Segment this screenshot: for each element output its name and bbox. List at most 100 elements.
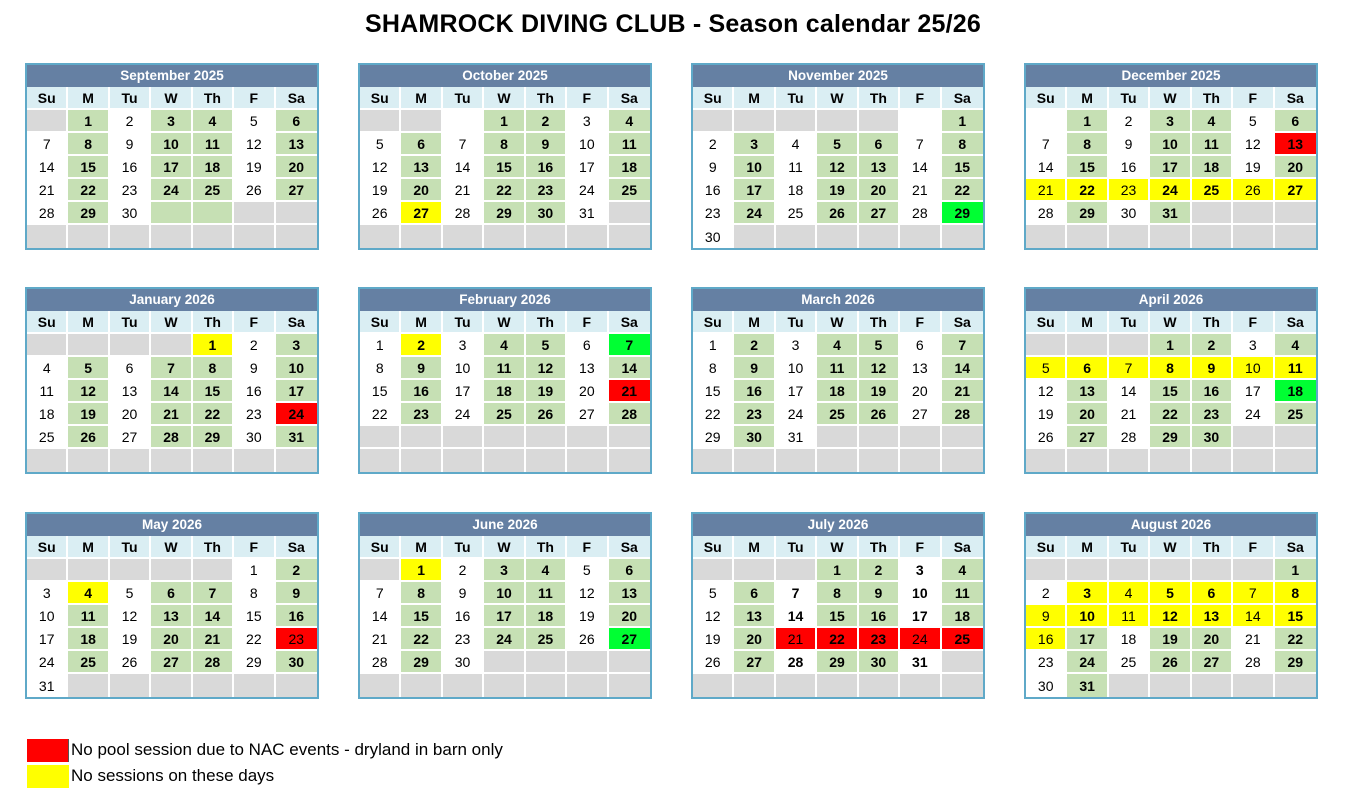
day-cell: 9 bbox=[1108, 133, 1151, 156]
empty-cell bbox=[68, 559, 110, 582]
empty-cell bbox=[775, 559, 818, 582]
empty-cell bbox=[608, 674, 650, 697]
day-cell: 30 bbox=[734, 426, 776, 449]
day-cell: 23 bbox=[275, 628, 317, 651]
day-cell: 29 bbox=[192, 426, 235, 449]
day-cell: 17 bbox=[734, 179, 776, 202]
day-cell: 18 bbox=[1274, 380, 1316, 403]
empty-cell bbox=[27, 559, 69, 582]
empty-cell bbox=[401, 449, 443, 472]
empty-cell bbox=[734, 110, 776, 133]
day-cell: 29 bbox=[401, 651, 443, 674]
day-cell: 9 bbox=[734, 357, 776, 380]
day-cell: 27 bbox=[734, 651, 776, 674]
legend-item-nac: No pool session due to NAC events - dryl… bbox=[27, 739, 587, 762]
day-cell: 22 bbox=[817, 628, 859, 651]
day-cell: 22 bbox=[234, 628, 276, 651]
day-cell: 24 bbox=[27, 651, 69, 674]
month-title: May 2026 bbox=[27, 514, 317, 536]
day-cell: 21 bbox=[900, 179, 942, 202]
day-cell: 7 bbox=[360, 582, 402, 605]
day-cell: 12 bbox=[1233, 133, 1275, 156]
day-cell: 3 bbox=[1150, 110, 1192, 133]
empty-cell bbox=[693, 674, 735, 697]
weekday-header: M bbox=[1067, 536, 1109, 559]
empty-cell bbox=[401, 426, 443, 449]
empty-cell bbox=[484, 449, 526, 472]
day-cell: 17 bbox=[900, 605, 942, 628]
day-cell: 14 bbox=[27, 156, 69, 179]
weekday-header: Th bbox=[1191, 87, 1234, 110]
day-cell: 23 bbox=[693, 202, 735, 225]
weekday-header: F bbox=[1233, 87, 1275, 110]
day-cell: 9 bbox=[1026, 605, 1068, 628]
weekday-header: F bbox=[1233, 536, 1275, 559]
empty-cell bbox=[1191, 559, 1234, 582]
empty-cell bbox=[151, 674, 193, 697]
day-cell: 5 bbox=[525, 334, 568, 357]
weekday-header: Su bbox=[1026, 87, 1068, 110]
day-cell: 16 bbox=[858, 605, 901, 628]
empty-cell bbox=[484, 674, 526, 697]
day-cell: 24 bbox=[775, 403, 818, 426]
day-cell: 29 bbox=[1274, 651, 1316, 674]
weekday-header: Su bbox=[1026, 311, 1068, 334]
empty-cell bbox=[1026, 334, 1068, 357]
empty-cell bbox=[1026, 559, 1068, 582]
day-cell: 18 bbox=[817, 380, 859, 403]
empty-cell bbox=[858, 426, 901, 449]
day-cell: 7 bbox=[151, 357, 193, 380]
day-cell: 28 bbox=[151, 426, 193, 449]
day-cell: 30 bbox=[234, 426, 276, 449]
weekday-header: W bbox=[1150, 87, 1192, 110]
weekday-header: M bbox=[734, 536, 776, 559]
day-cell: 20 bbox=[567, 380, 609, 403]
month-title: December 2025 bbox=[1026, 65, 1316, 87]
day-cell: 6 bbox=[401, 133, 443, 156]
day-cell: 26 bbox=[1026, 426, 1068, 449]
day-cell: 15 bbox=[1274, 605, 1316, 628]
legend-label: No sessions on these days bbox=[71, 766, 275, 785]
empty-cell bbox=[68, 334, 110, 357]
day-cell: 28 bbox=[360, 651, 402, 674]
day-cell: 2 bbox=[693, 133, 735, 156]
day-cell: 4 bbox=[484, 334, 526, 357]
day-cell: 23 bbox=[442, 628, 485, 651]
empty-cell bbox=[1067, 225, 1109, 248]
day-cell: 29 bbox=[693, 426, 735, 449]
weekday-header: W bbox=[151, 311, 193, 334]
day-cell: 14 bbox=[1108, 380, 1151, 403]
day-cell: 8 bbox=[360, 357, 402, 380]
empty-cell bbox=[1067, 334, 1109, 357]
day-cell: 25 bbox=[775, 202, 818, 225]
weekday-header: M bbox=[401, 87, 443, 110]
day-cell: 1 bbox=[693, 334, 735, 357]
day-cell: 19 bbox=[525, 380, 568, 403]
day-cell: 2 bbox=[525, 110, 568, 133]
day-cell: 5 bbox=[109, 582, 152, 605]
day-cell: 25 bbox=[27, 426, 69, 449]
day-cell: 25 bbox=[1191, 179, 1234, 202]
day-cell: 2 bbox=[401, 334, 443, 357]
empty-cell bbox=[525, 225, 568, 248]
day-cell: 25 bbox=[68, 651, 110, 674]
weekday-header: Th bbox=[1191, 536, 1234, 559]
weekday-header: Sa bbox=[275, 536, 317, 559]
day-cell: 26 bbox=[693, 651, 735, 674]
day-cell: 11 bbox=[1191, 133, 1234, 156]
day-cell: 19 bbox=[817, 179, 859, 202]
day-cell: 22 bbox=[693, 403, 735, 426]
day-cell: 8 bbox=[401, 582, 443, 605]
day-cell: 14 bbox=[775, 605, 818, 628]
day-cell: 24 bbox=[1150, 179, 1192, 202]
day-cell: 1 bbox=[1067, 110, 1109, 133]
day-cell: 1 bbox=[941, 110, 983, 133]
empty-cell bbox=[1191, 225, 1234, 248]
month-calendar: January 2026 Su M Tu W Th F Sa 1 2 3 4 5 6 7 8 9 10 11 12 13… bbox=[25, 287, 319, 474]
empty-cell bbox=[192, 225, 235, 248]
day-cell: 25 bbox=[484, 403, 526, 426]
empty-cell bbox=[734, 674, 776, 697]
month-calendar: August 2026 Su M Tu W Th F Sa 1 2 3 4 5 6 7 8 9 10 11 12 13 1… bbox=[1024, 512, 1318, 699]
day-cell: 22 bbox=[484, 179, 526, 202]
weekday-header: F bbox=[234, 87, 276, 110]
